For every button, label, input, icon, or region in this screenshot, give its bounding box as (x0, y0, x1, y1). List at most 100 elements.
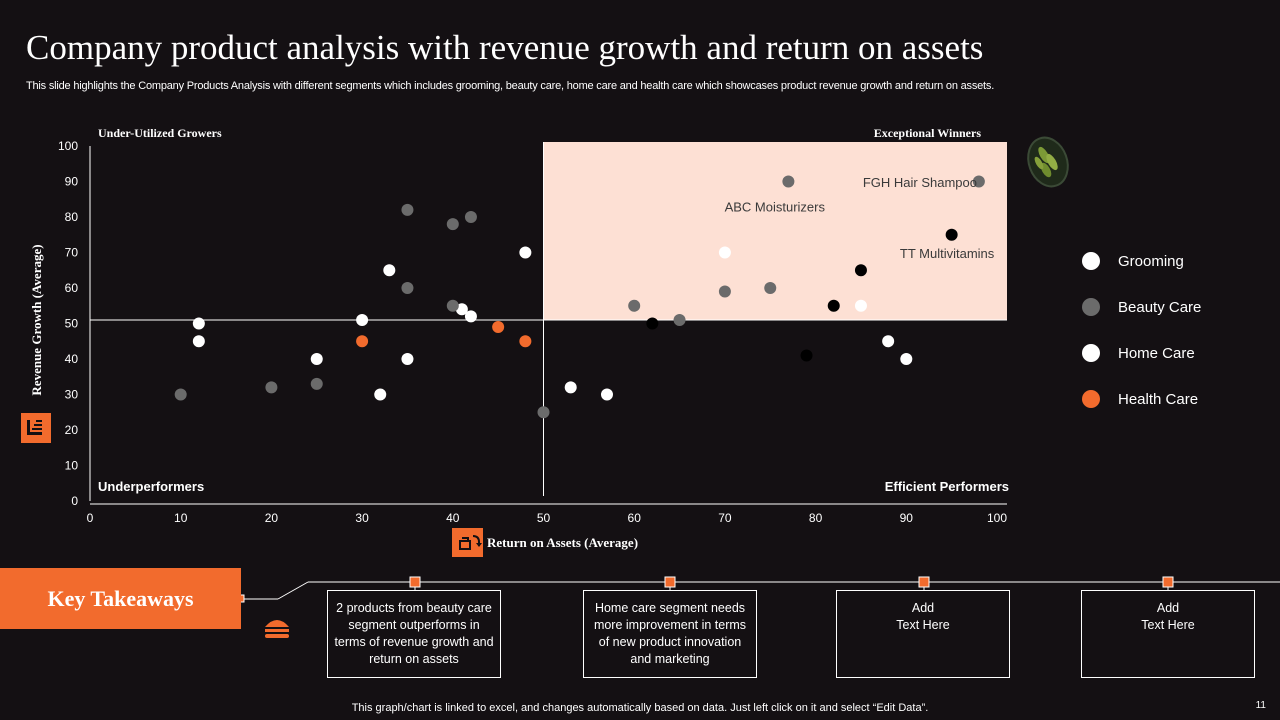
data-point-beauty-care (446, 299, 459, 312)
data-point-grooming (192, 335, 205, 348)
data-point-beauty-care (673, 313, 686, 326)
legend-item-beauty-care: Beauty Care (1082, 284, 1201, 330)
x-tick-label: 90 (900, 511, 914, 525)
legend-dot (1082, 252, 1100, 270)
x-tick-label: 60 (628, 511, 642, 525)
y-tick-label: 20 (65, 423, 79, 437)
data-point-grooming (356, 313, 369, 326)
pickles-image (1027, 136, 1069, 188)
page-number: 11 (1255, 700, 1266, 711)
data-point-home-care (600, 388, 613, 401)
x-tick-label: 50 (537, 511, 551, 525)
y-tick-label: 90 (65, 175, 79, 189)
key-takeaways-heading: Key Takeaways (0, 568, 241, 629)
connector-node (664, 576, 676, 588)
data-point-beauty-care (464, 211, 477, 223)
data-point-beauty-care (972, 175, 985, 188)
data-point-other (945, 228, 958, 241)
legend-item-health-care: Health Care (1082, 376, 1201, 422)
revenue-icon (21, 413, 51, 443)
x-tick-label: 70 (718, 511, 732, 525)
legend-label: Grooming (1118, 252, 1184, 270)
highlight-region (543, 142, 1007, 320)
takeaway-box[interactable]: Add Text Here (1081, 590, 1255, 678)
legend-label: Home Care (1118, 344, 1195, 362)
data-point-other (854, 264, 867, 277)
data-point-grooming (455, 303, 468, 316)
x-tick-label: 30 (355, 511, 369, 525)
data-point-home-care (882, 335, 895, 348)
y-tick-label: 40 (65, 352, 79, 366)
data-point-health-care (519, 335, 532, 348)
y-tick-label: 70 (65, 246, 79, 260)
quadrant-label-top-right: Exceptional Winners (874, 126, 982, 140)
quadrant-label-bottom-right: Efficient Performers (885, 479, 1009, 494)
connector-node (918, 576, 930, 588)
x-axis-title: Return on Assets (Average) (487, 535, 638, 550)
chart-legend: Grooming Beauty Care Home Care Health Ca… (1082, 238, 1201, 422)
data-point-health-care (492, 321, 505, 334)
data-point-grooming (192, 317, 205, 330)
data-point-beauty-care (174, 388, 187, 401)
connector-node (409, 576, 421, 588)
data-point-beauty-care (265, 381, 278, 394)
legend-item-grooming: Grooming (1082, 238, 1201, 284)
legend-item-home-care: Home Care (1082, 330, 1201, 376)
data-point-grooming (519, 246, 532, 259)
data-point-home-care (854, 299, 867, 312)
data-point-other (646, 317, 659, 330)
data-point-grooming (310, 353, 323, 365)
y-axis-title: Revenue Growth (Average) (29, 244, 44, 395)
takeaway-box[interactable]: Add Text Here (836, 590, 1010, 678)
legend-label: Health Care (1118, 390, 1199, 408)
data-point-beauty-care (628, 299, 641, 312)
data-point-beauty-care (446, 218, 459, 231)
data-point-beauty-care (310, 377, 323, 390)
data-point-home-care (718, 246, 731, 259)
data-point-beauty-care (718, 285, 731, 298)
burger-icon (265, 620, 289, 638)
footer-note: This graph/chart is linked to excel, and… (351, 702, 929, 714)
legend-label: Beauty Care (1118, 298, 1202, 316)
x-tick-label: 20 (265, 511, 279, 525)
data-point-beauty-care (782, 175, 795, 188)
connector-node (1162, 576, 1174, 588)
data-point-beauty-care (401, 282, 414, 294)
legend-dot (1082, 298, 1100, 316)
point-annotation: TT Multivitamins (900, 246, 995, 261)
data-point-home-care (564, 381, 577, 394)
x-tick-label: 0 (87, 511, 94, 525)
quadrant-label-top-left: Under-Utilized Growers (98, 126, 222, 140)
data-point-beauty-care (537, 406, 550, 419)
x-tick-label: 10 (174, 511, 188, 525)
takeaway-box: 2 products from beauty care segment outp… (327, 590, 501, 678)
assets-icon (452, 528, 483, 557)
y-tick-label: 10 (65, 459, 79, 473)
x-tick-label: 100 (987, 511, 1007, 525)
y-tick-label: 100 (58, 139, 78, 153)
page-title: Company product analysis with revenue gr… (26, 28, 984, 67)
x-tick-label: 80 (809, 511, 823, 525)
data-point-grooming (401, 353, 414, 365)
y-tick-label: 50 (65, 317, 79, 331)
data-point-grooming (383, 264, 396, 277)
quadrant-label-bottom-left: Underperformers (98, 479, 204, 494)
legend-dot (1082, 390, 1100, 408)
data-point-other (827, 299, 840, 312)
data-point-grooming (374, 388, 387, 401)
y-tick-label: 0 (71, 494, 78, 508)
legend-dot (1082, 344, 1100, 362)
data-point-beauty-care (764, 282, 777, 294)
data-point-beauty-care (401, 203, 414, 216)
point-annotation: FGH Hair Shampoo (863, 175, 977, 190)
takeaway-box: Home care segment needs more improvement… (583, 590, 757, 678)
y-tick-label: 30 (65, 388, 79, 402)
x-tick-label: 40 (446, 511, 460, 525)
data-point-health-care (356, 335, 369, 348)
data-point-other (800, 349, 813, 362)
point-annotation: ABC Moisturizers (725, 200, 826, 215)
data-point-grooming (464, 310, 477, 323)
y-tick-label: 80 (65, 210, 79, 224)
data-point-home-care (900, 353, 913, 365)
